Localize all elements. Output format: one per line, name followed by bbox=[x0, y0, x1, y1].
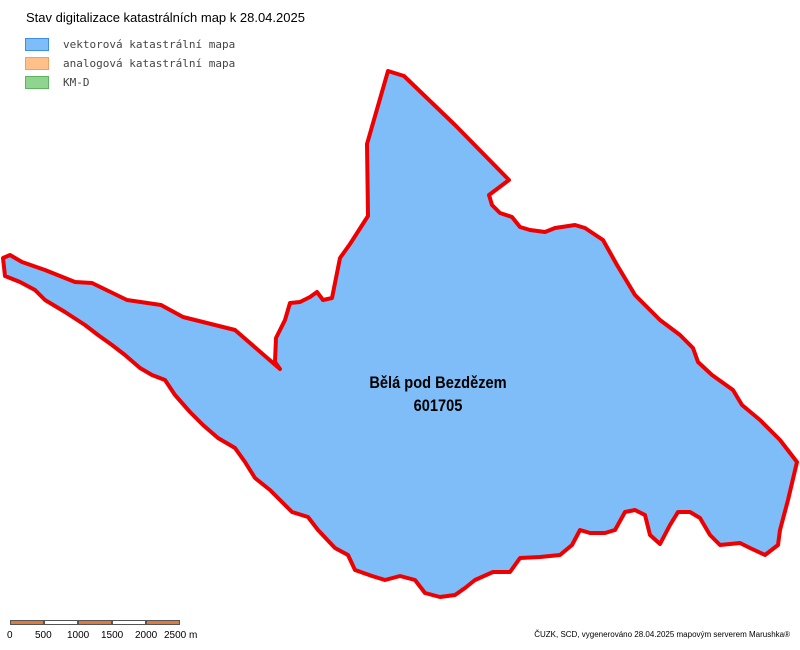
legend-swatch-kmd bbox=[25, 76, 49, 89]
scale-tick-label: 1500 bbox=[101, 630, 124, 641]
legend: vektorová katastrální mapa analogová kat… bbox=[25, 35, 235, 92]
scale-segment bbox=[78, 620, 112, 625]
legend-swatch-vector bbox=[25, 38, 49, 51]
cadastral-area-polygon[interactable] bbox=[1, 69, 799, 599]
scale-tick-label: 2500 m bbox=[164, 630, 198, 641]
legend-item-vector: vektorová katastrální mapa bbox=[25, 35, 235, 54]
credit-text: ČUZK, SCD, vygenerováno 28.04.2025 mapov… bbox=[534, 630, 790, 639]
legend-label-vector: vektorová katastrální mapa bbox=[63, 38, 236, 51]
legend-label-analog: analogová katastrální mapa bbox=[63, 57, 236, 70]
scale-tick-label: 2000 bbox=[135, 630, 158, 641]
scale-segment bbox=[112, 620, 146, 625]
scale-segment bbox=[10, 620, 44, 625]
scale-tick-label: 500 bbox=[35, 630, 52, 641]
scale-tick-label: 0 bbox=[7, 630, 13, 641]
scale-tick-label: 1000 bbox=[67, 630, 90, 641]
scale-segment bbox=[44, 620, 78, 625]
legend-swatch-analog bbox=[25, 57, 49, 70]
legend-item-kmd: KM-D bbox=[25, 73, 235, 92]
area-code-label: 601705 bbox=[413, 396, 463, 415]
legend-label-kmd: KM-D bbox=[63, 76, 90, 89]
scale-segment bbox=[146, 620, 180, 625]
map-title: Stav digitalizace katastrálních map k 28… bbox=[26, 10, 305, 25]
area-name-label: Bělá pod Bezdězem bbox=[369, 373, 507, 392]
legend-item-analog: analogová katastrální mapa bbox=[25, 54, 235, 73]
